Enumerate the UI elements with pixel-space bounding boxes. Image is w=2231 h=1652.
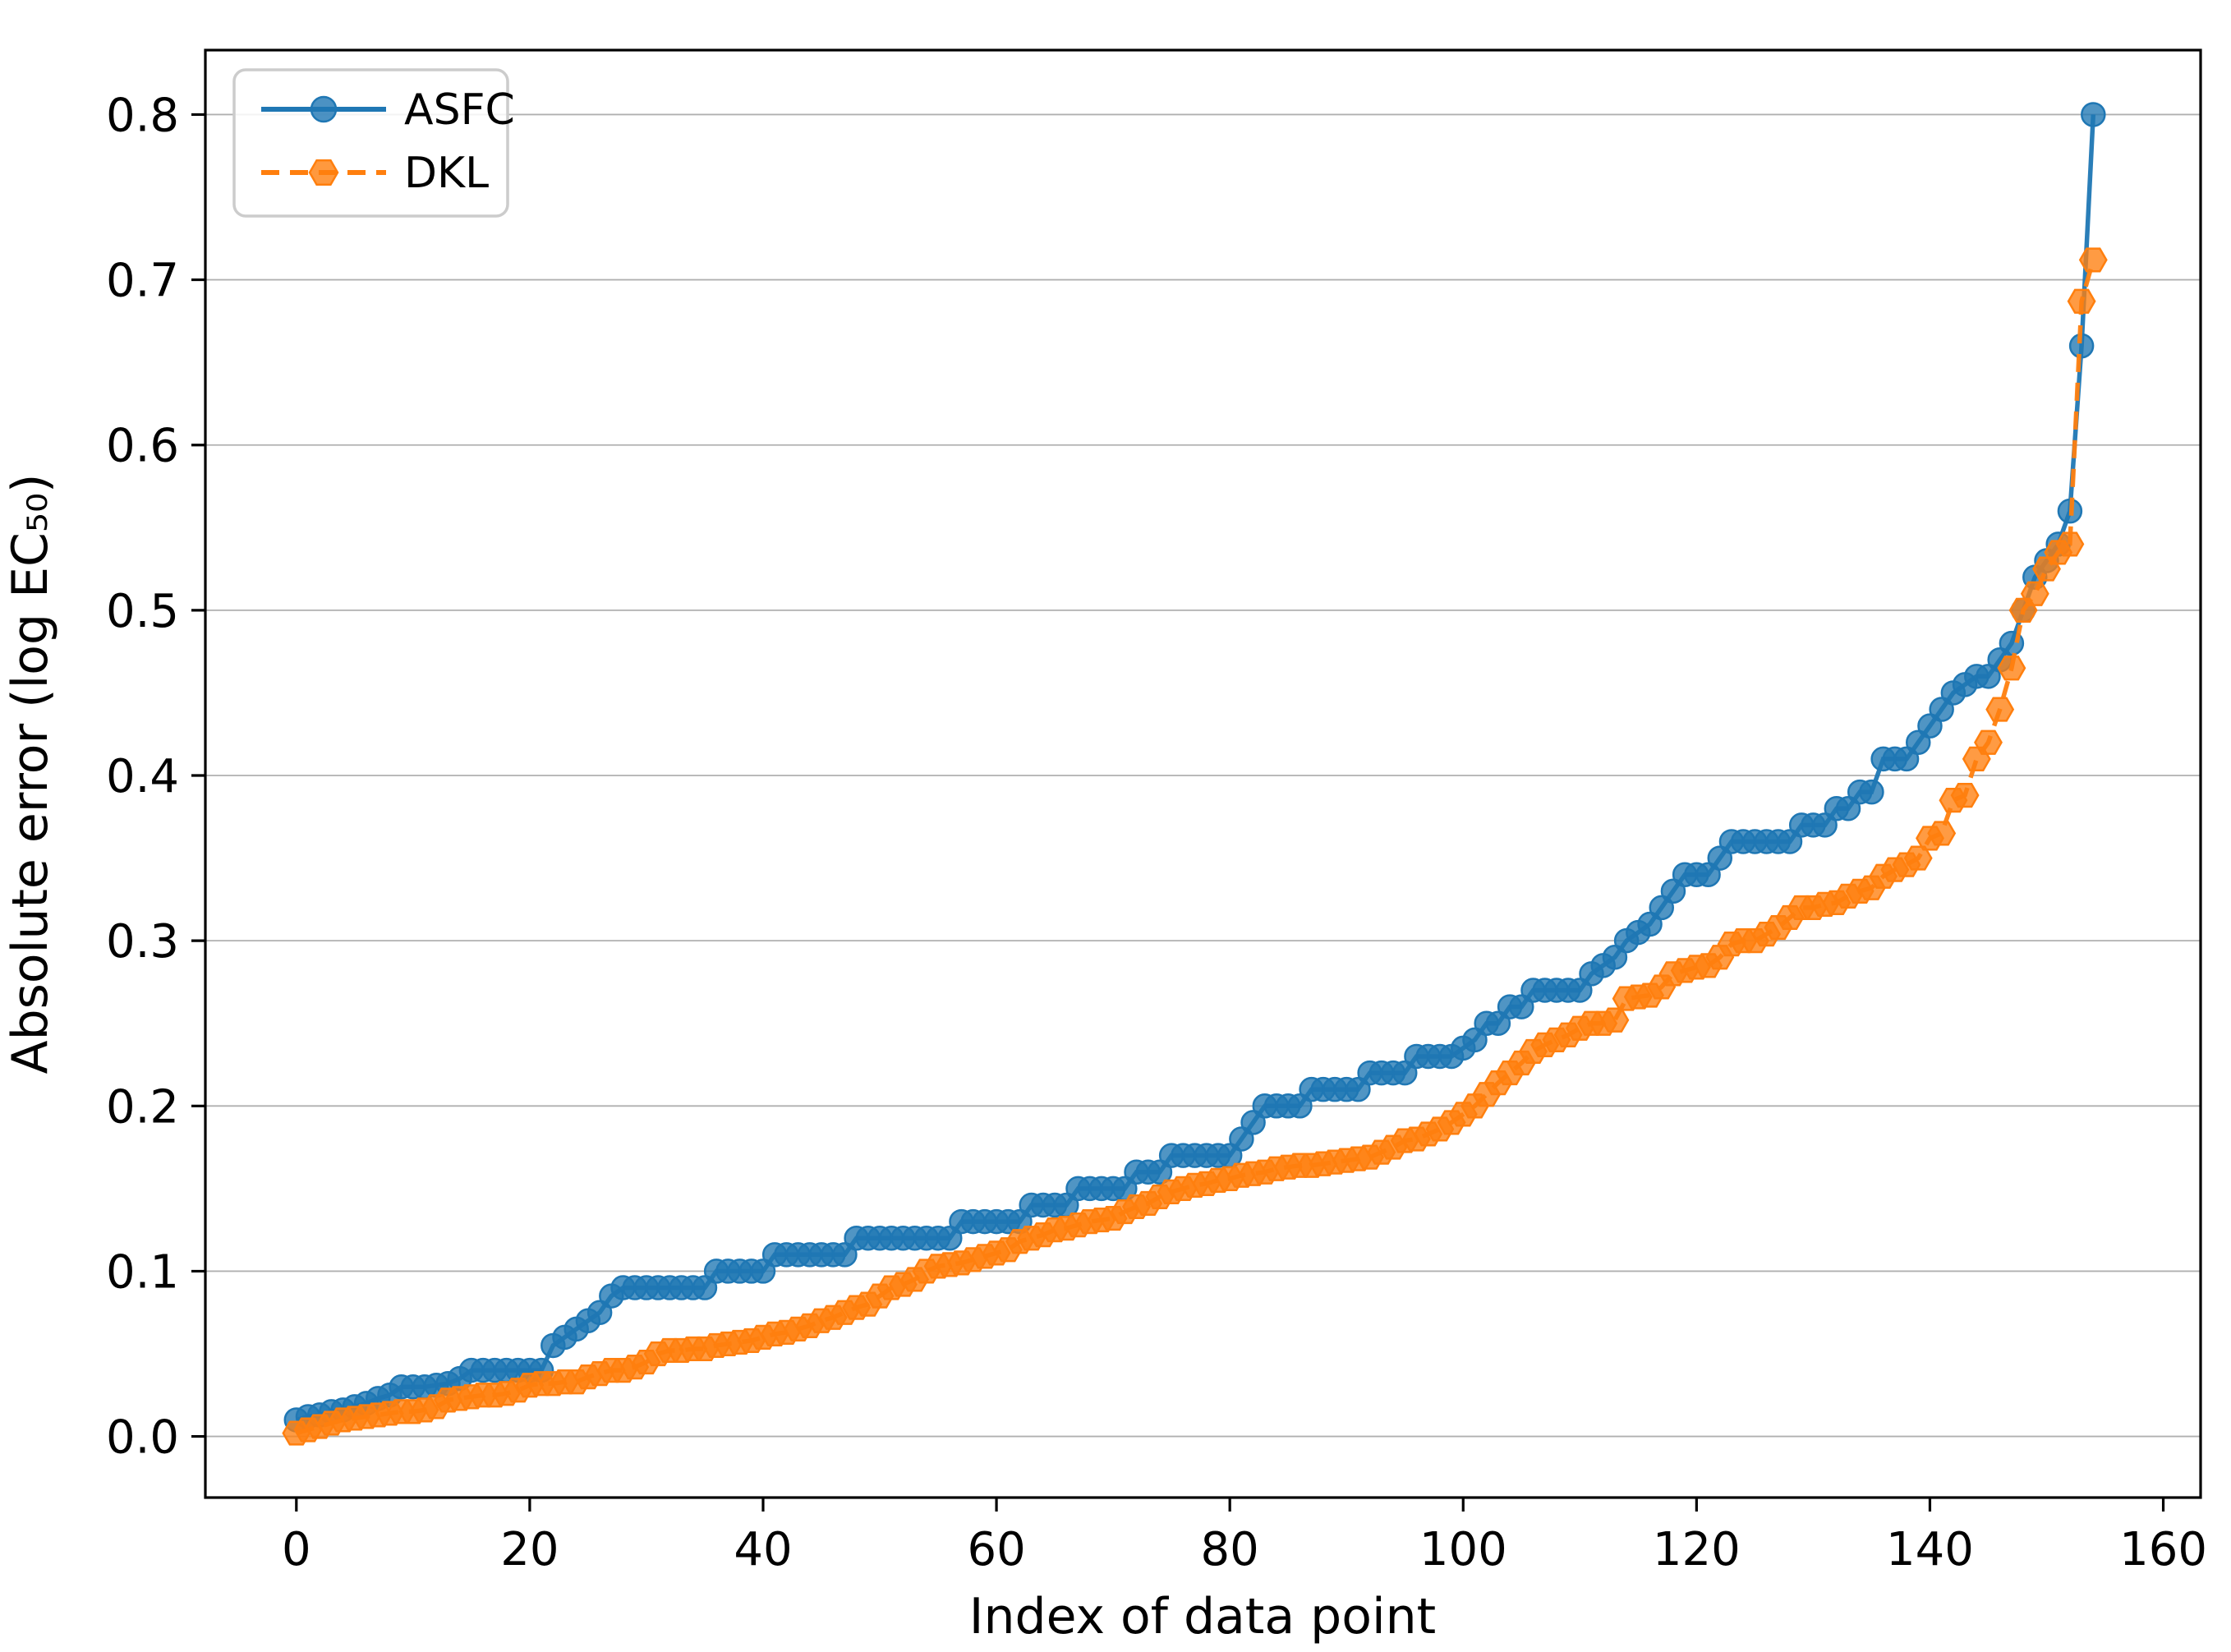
legend-box <box>232 68 509 218</box>
marker-dkl <box>1600 1007 1630 1033</box>
marker-dkl <box>1927 821 1957 846</box>
y-tick-label: 0.8 <box>106 89 179 142</box>
x-axis-label: Index of data point <box>969 1588 1436 1645</box>
legend-dkl-marker <box>308 159 339 186</box>
x-tick-label: 40 <box>734 1523 792 1576</box>
legend-label-asfc: ASFC <box>404 85 515 135</box>
series-layer <box>282 102 2108 1446</box>
marker-asfc <box>1859 779 1884 805</box>
axes-layer: 0 20 40 60 80 100 120 140 160 0.0 0.1 0.2 0.3 0.4 0.5 0… <box>106 48 2207 1576</box>
y-axis-label: Absolute error (log EC₅₀) <box>2 474 59 1074</box>
y-tick-label: 0.2 <box>106 1080 179 1134</box>
series-line-asfc <box>296 114 2096 1423</box>
x-tick-label: 60 <box>967 1523 1025 1576</box>
x-tick-label: 0 <box>282 1523 311 1576</box>
legend: ASFC DKL <box>232 68 515 218</box>
y-tick-label: 0.4 <box>106 750 179 803</box>
y-tick-label: 0.5 <box>106 585 179 638</box>
x-tick-label: 160 <box>2119 1523 2207 1576</box>
x-tick-label: 120 <box>1653 1523 1741 1576</box>
x-tick-label: 20 <box>500 1523 559 1576</box>
y-tick-label: 0.1 <box>106 1245 179 1299</box>
marker-dkl <box>1985 697 2015 722</box>
marker-dkl <box>1997 656 2026 681</box>
plot-border <box>204 48 2202 1499</box>
x-tick-label: 100 <box>1419 1523 1507 1576</box>
gridlines-layer <box>205 113 2201 1438</box>
series-line-dkl <box>296 259 2095 1436</box>
marker-asfc <box>2081 102 2106 127</box>
marker-dkl <box>2067 288 2096 314</box>
x-tick-label: 80 <box>1201 1523 1259 1576</box>
y-tick-label: 0.3 <box>106 915 179 969</box>
marker-dkl <box>2020 581 2049 606</box>
marker-dkl <box>2078 247 2108 273</box>
y-tick-label: 0.0 <box>106 1411 179 1465</box>
legend-asfc-marker <box>310 95 338 123</box>
marker-dkl <box>1950 783 1980 808</box>
x-tick-label: 140 <box>1886 1523 1974 1576</box>
marker-dkl <box>1974 729 2003 755</box>
legend-label-dkl: DKL <box>404 149 489 198</box>
y-tick-label: 0.6 <box>106 420 179 473</box>
marker-dkl <box>2055 531 2085 557</box>
y-tick-label: 0.7 <box>106 255 179 308</box>
